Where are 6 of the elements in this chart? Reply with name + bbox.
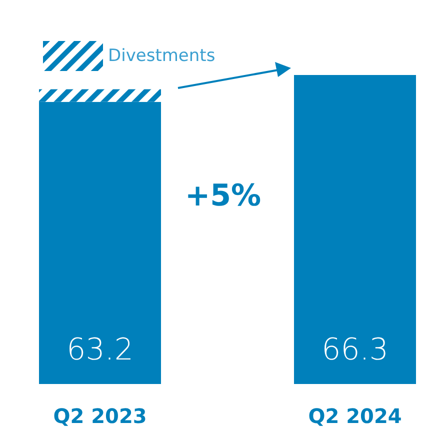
annotation: 63.2 xyxy=(66,332,134,368)
x-tick-label: Q2 2024 xyxy=(308,404,402,428)
x-tick-label: Q2 2023 xyxy=(53,404,147,428)
legend-label: Divestments xyxy=(108,46,216,66)
annotation: +5% xyxy=(184,178,262,214)
annotation: 66.3 xyxy=(322,332,388,368)
